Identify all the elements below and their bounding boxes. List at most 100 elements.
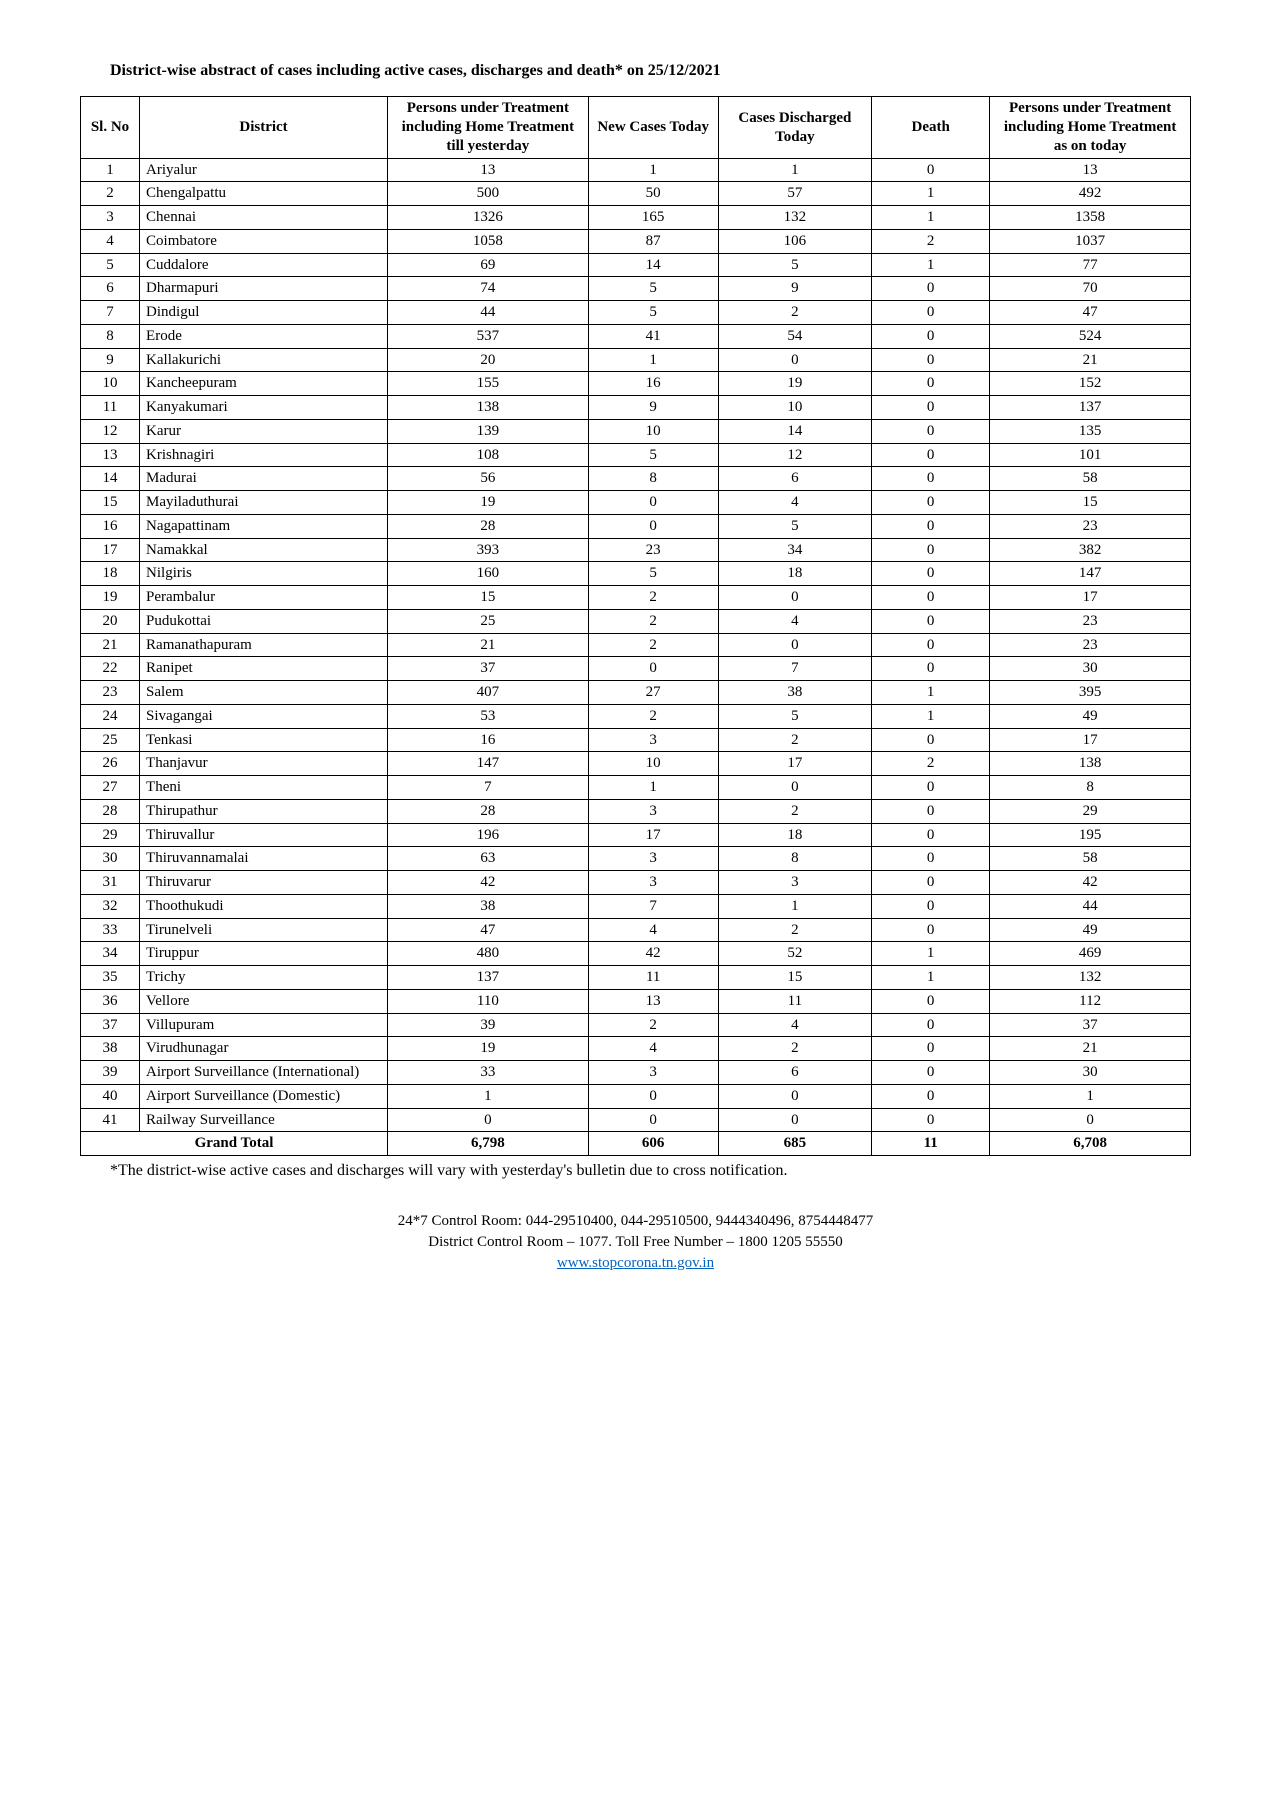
cell-district: Virudhunagar [140, 1037, 388, 1061]
cell-district: Ariyalur [140, 158, 388, 182]
cell-persons-today: 132 [990, 966, 1191, 990]
cell-persons-yesterday: 63 [388, 847, 589, 871]
cell-persons-today: 15 [990, 491, 1191, 515]
cell-new-cases: 1 [588, 348, 718, 372]
cell-sl: 6 [81, 277, 140, 301]
cell-sl: 26 [81, 752, 140, 776]
cell-sl: 12 [81, 419, 140, 443]
cell-death: 0 [872, 538, 990, 562]
cell-death: 0 [872, 396, 990, 420]
cell-persons-today: 37 [990, 1013, 1191, 1037]
table-row: 27Theni71008 [81, 776, 1191, 800]
cell-new-cases: 9 [588, 396, 718, 420]
cell-persons-today: 49 [990, 918, 1191, 942]
cell-persons-today: 42 [990, 871, 1191, 895]
table-row: 32Thoothukudi3871044 [81, 894, 1191, 918]
cell-sl: 17 [81, 538, 140, 562]
cell-discharged: 0 [718, 1084, 872, 1108]
cell-discharged: 14 [718, 419, 872, 443]
cell-district: Vellore [140, 989, 388, 1013]
cell-death: 0 [872, 324, 990, 348]
cell-sl: 2 [81, 182, 140, 206]
cell-sl: 4 [81, 229, 140, 253]
cell-discharged: 106 [718, 229, 872, 253]
table-row: 12Karur13910140135 [81, 419, 1191, 443]
col-new-cases: New Cases Today [588, 97, 718, 158]
total-discharged: 685 [718, 1132, 872, 1156]
table-row: 19Perambalur1520017 [81, 586, 1191, 610]
cell-new-cases: 16 [588, 372, 718, 396]
cell-district: Cuddalore [140, 253, 388, 277]
cell-death: 1 [872, 182, 990, 206]
cell-new-cases: 5 [588, 301, 718, 325]
cell-persons-today: 101 [990, 443, 1191, 467]
cell-sl: 28 [81, 799, 140, 823]
cell-district: Coimbatore [140, 229, 388, 253]
cell-new-cases: 8 [588, 467, 718, 491]
cell-sl: 41 [81, 1108, 140, 1132]
table-row: 40Airport Surveillance (Domestic)10001 [81, 1084, 1191, 1108]
cell-new-cases: 0 [588, 514, 718, 538]
cell-sl: 24 [81, 704, 140, 728]
cell-discharged: 2 [718, 1037, 872, 1061]
cell-sl: 34 [81, 942, 140, 966]
cell-district: Thoothukudi [140, 894, 388, 918]
cell-sl: 16 [81, 514, 140, 538]
cell-sl: 22 [81, 657, 140, 681]
cell-persons-today: 138 [990, 752, 1191, 776]
cell-death: 1 [872, 704, 990, 728]
table-row: 23Salem40727381395 [81, 681, 1191, 705]
table-row: 11Kanyakumari1389100137 [81, 396, 1191, 420]
table-row: 21Ramanathapuram2120023 [81, 633, 1191, 657]
cell-district: Villupuram [140, 1013, 388, 1037]
cell-death: 0 [872, 776, 990, 800]
cell-persons-yesterday: 16 [388, 728, 589, 752]
table-row: 10Kancheepuram15516190152 [81, 372, 1191, 396]
cell-district: Dindigul [140, 301, 388, 325]
cell-death: 0 [872, 1013, 990, 1037]
cell-persons-yesterday: 33 [388, 1061, 589, 1085]
table-row: 29Thiruvallur19617180195 [81, 823, 1191, 847]
cell-new-cases: 3 [588, 799, 718, 823]
cell-new-cases: 10 [588, 419, 718, 443]
cell-death: 0 [872, 918, 990, 942]
cell-sl: 5 [81, 253, 140, 277]
cell-sl: 32 [81, 894, 140, 918]
cell-district: Nagapattinam [140, 514, 388, 538]
cell-discharged: 52 [718, 942, 872, 966]
cell-persons-yesterday: 37 [388, 657, 589, 681]
cell-discharged: 132 [718, 206, 872, 230]
cell-death: 0 [872, 372, 990, 396]
cell-persons-today: 112 [990, 989, 1191, 1013]
cell-district: Airport Surveillance (International) [140, 1061, 388, 1085]
table-row: 1Ariyalur1311013 [81, 158, 1191, 182]
cell-new-cases: 5 [588, 277, 718, 301]
control-room-line: 24*7 Control Room: 044-29510400, 044-295… [80, 1211, 1191, 1232]
cell-district: Mayiladuthurai [140, 491, 388, 515]
cell-persons-yesterday: 196 [388, 823, 589, 847]
cell-persons-yesterday: 1326 [388, 206, 589, 230]
cell-persons-yesterday: 110 [388, 989, 589, 1013]
website-link[interactable]: www.stopcorona.tn.gov.in [557, 1255, 714, 1271]
cell-persons-yesterday: 137 [388, 966, 589, 990]
table-row: 18Nilgiris1605180147 [81, 562, 1191, 586]
cell-persons-yesterday: 38 [388, 894, 589, 918]
cell-sl: 9 [81, 348, 140, 372]
cell-discharged: 2 [718, 799, 872, 823]
cell-new-cases: 3 [588, 871, 718, 895]
cell-discharged: 3 [718, 871, 872, 895]
table-row: 16Nagapattinam2805023 [81, 514, 1191, 538]
cell-sl: 29 [81, 823, 140, 847]
cell-discharged: 0 [718, 776, 872, 800]
cell-sl: 18 [81, 562, 140, 586]
cell-persons-yesterday: 56 [388, 467, 589, 491]
cell-sl: 3 [81, 206, 140, 230]
page-title: District-wise abstract of cases includin… [80, 60, 1191, 82]
cell-persons-today: 29 [990, 799, 1191, 823]
table-row: 4Coimbatore10588710621037 [81, 229, 1191, 253]
cell-new-cases: 5 [588, 443, 718, 467]
col-persons-yesterday: Persons under Treatment including Home T… [388, 97, 589, 158]
cell-new-cases: 2 [588, 1013, 718, 1037]
cell-sl: 1 [81, 158, 140, 182]
cell-persons-yesterday: 108 [388, 443, 589, 467]
